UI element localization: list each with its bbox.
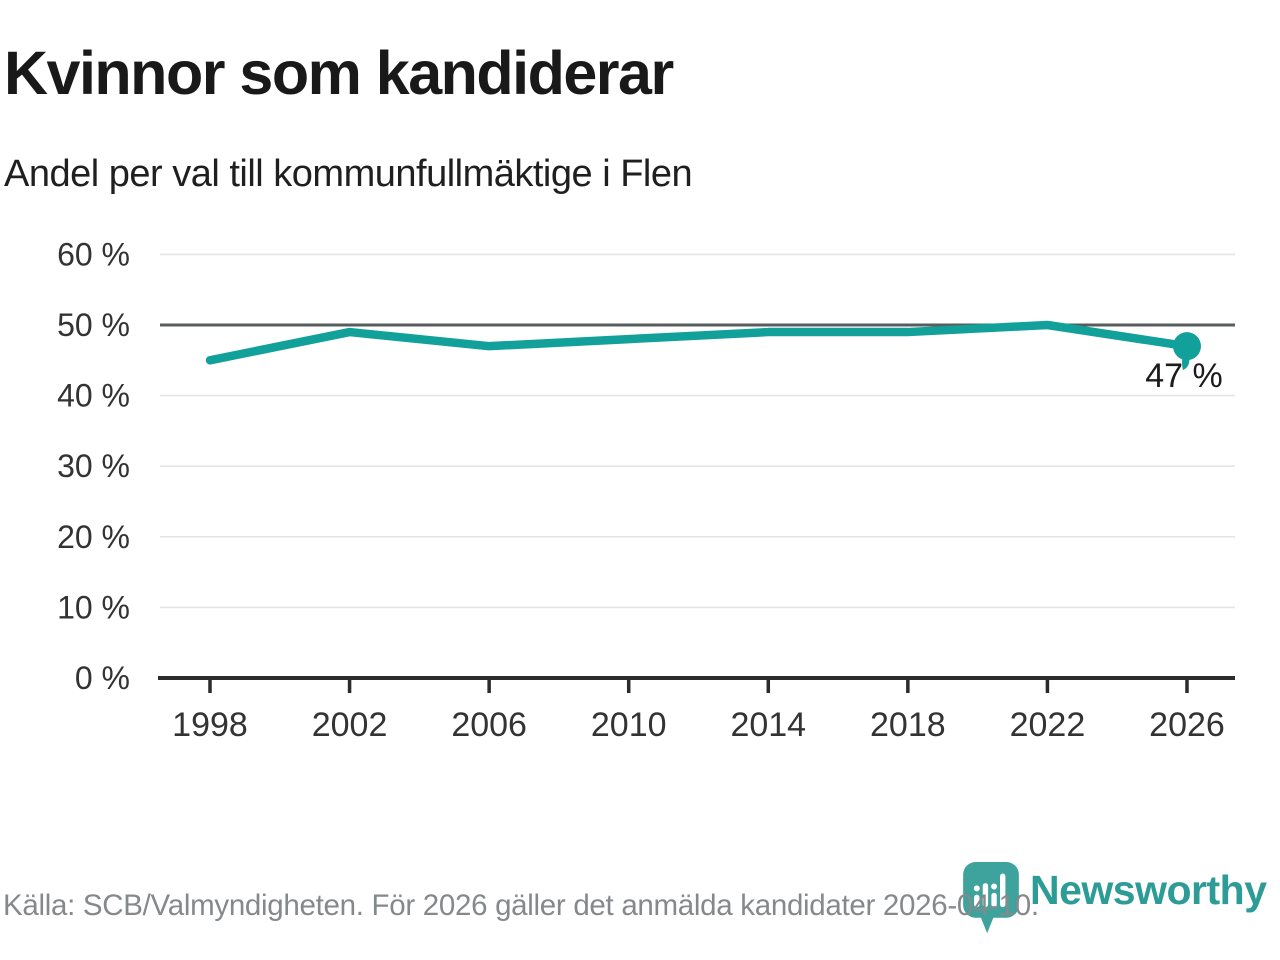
x-tick-label: 2018 xyxy=(870,706,946,744)
end-point-dot-tail xyxy=(1181,356,1190,371)
line-series-women-candidates xyxy=(205,320,1192,365)
newsworthy-logo: Newsworthy xyxy=(963,859,1275,949)
x-tick-label: 2006 xyxy=(451,706,527,744)
y-tick-label: 30 % xyxy=(57,448,130,484)
y-tick-label: 40 % xyxy=(57,378,130,414)
y-tick-label: 10 % xyxy=(57,589,130,625)
newsworthy-logo-icon xyxy=(963,862,1019,934)
chart-title: Kvinnor som kandiderar xyxy=(4,39,674,107)
y-tick-label: 50 % xyxy=(57,307,130,343)
x-tick-label: 1998 xyxy=(172,706,248,744)
chart-subtitle: Andel per val till kommunfullmäktige i F… xyxy=(4,153,693,195)
y-tick-label: 20 % xyxy=(57,519,130,555)
end-point-value-label: 47 % xyxy=(1145,357,1223,395)
source-note: Källa: SCB/Valmyndigheten. För 2026 gäll… xyxy=(3,889,1039,922)
y-tick-label: 60 % xyxy=(57,236,130,272)
y-tick-label: 0 % xyxy=(75,660,130,696)
x-tick-label: 2002 xyxy=(312,706,388,744)
x-tick-label: 2026 xyxy=(1149,706,1225,744)
newsworthy-logo-text: Newsworthy xyxy=(1030,867,1267,913)
x-tick-label: 2014 xyxy=(730,706,806,744)
x-tick-label: 2010 xyxy=(591,706,667,744)
x-tick-label: 2022 xyxy=(1010,706,1086,744)
line-chart-plot-area: 0 % 10 % 20 % 30 % 40 % 50 % 60 % 1998 2002 2006 2… xyxy=(57,236,1235,744)
end-point-dot xyxy=(1172,332,1201,361)
bar-chart-glyph xyxy=(973,873,1006,908)
